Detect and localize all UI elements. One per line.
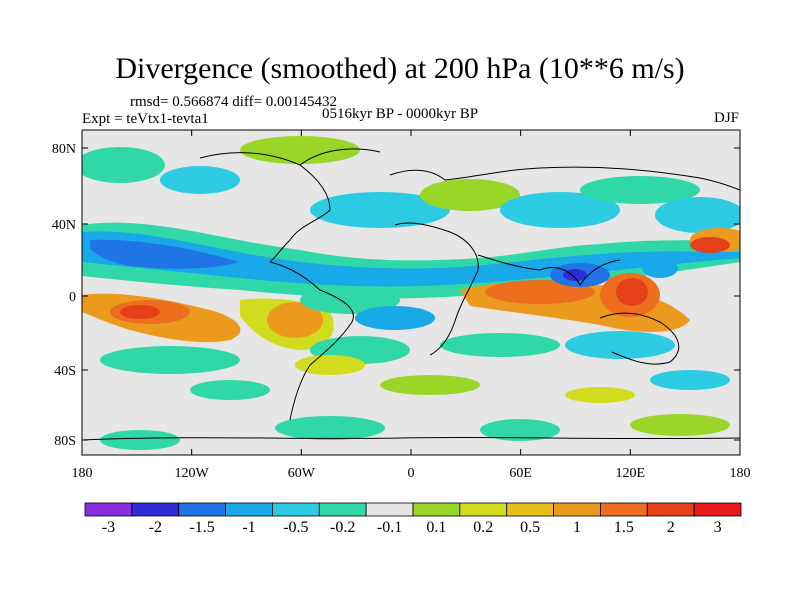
colorbar-label: -0.1 — [377, 519, 402, 536]
lon-tick-label: 180 — [72, 466, 93, 481]
colorbar-label: 0.5 — [520, 519, 540, 536]
lat-tick-label: 80N — [52, 142, 76, 157]
colorbar-swatch — [131, 502, 180, 517]
colorbar-label: -0.5 — [283, 519, 308, 536]
colorbar-label: -2 — [149, 519, 162, 536]
map-axes: 180 120W 60W 0 60E 120E 180 80N 40N 0 40S 80S — [52, 130, 751, 481]
lon-tick-label: 60W — [288, 466, 316, 481]
colorbar-swatch — [600, 502, 648, 517]
divergence-field — [82, 130, 740, 455]
colorbar-swatch — [225, 502, 273, 517]
lat-tick-label: 40S — [54, 364, 76, 379]
rmsd-stats: rmsd= 0.566874 diff= 0.00145432 — [130, 94, 338, 110]
colorbar-label: 0.2 — [473, 519, 493, 536]
colorbar-swatch — [506, 502, 554, 517]
colorbar-swatch — [646, 502, 695, 517]
period-label: 0516kyr BP - 0000kyr BP — [322, 106, 479, 122]
lon-tick-label: 180 — [730, 466, 751, 481]
colorbar-label: 1.5 — [614, 519, 634, 536]
colorbar: -3 -2 -1.5 -1 -0.5 -0.2 -0.1 0.1 0.2 0.5 1 1.5 2 3 — [84, 502, 742, 536]
colorbar-swatch — [84, 502, 133, 517]
colorbar-label: 0.1 — [426, 519, 446, 536]
lon-tick-label: 120E — [616, 466, 646, 481]
map-title: Divergence (smoothed) at 200 hPa (10**6 … — [115, 52, 685, 85]
lat-tick-label: 0 — [69, 290, 76, 305]
colorbar-label: -0.2 — [330, 519, 355, 536]
colorbar-swatch — [412, 502, 461, 517]
colorbar-swatch — [272, 502, 320, 517]
colorbar-swatch — [178, 502, 226, 517]
lon-tick-label: 0 — [408, 466, 415, 481]
colorbar-label: 1 — [573, 519, 581, 536]
colorbar-swatch — [693, 502, 742, 517]
colorbar-label: -3 — [102, 519, 115, 536]
colorbar-label: 2 — [667, 519, 675, 536]
colorbar-swatch — [553, 502, 601, 517]
lon-tick-label: 120W — [175, 466, 210, 481]
colorbar-label: -1 — [242, 519, 255, 536]
colorbar-swatch — [365, 502, 414, 517]
colorbar-label: -1.5 — [189, 519, 214, 536]
colorbar-swatch — [459, 502, 508, 517]
lat-tick-label: 40N — [52, 218, 76, 233]
experiment-label: Expt = teVtx1-tevta1 — [82, 111, 209, 127]
colorbar-label: 3 — [714, 519, 722, 536]
lat-tick-label: 80S — [54, 434, 76, 449]
colorbar-swatch — [318, 502, 367, 517]
lon-tick-label: 60E — [509, 466, 532, 481]
season-label: DJF — [714, 110, 740, 126]
coastlines — [82, 148, 740, 441]
